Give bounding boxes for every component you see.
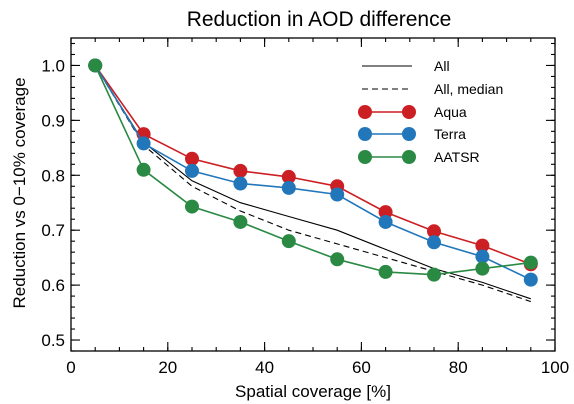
series-aatsr-point: [523, 255, 538, 270]
series-all-median-line: [94, 65, 531, 303]
series-aatsr-point: [233, 214, 248, 229]
series-terra-point: [475, 249, 490, 264]
x-tick-label: 80: [449, 358, 468, 377]
y-tick-label: 1.0: [41, 56, 65, 75]
series-terra-point: [330, 187, 345, 202]
series-aatsr-point: [475, 261, 490, 276]
legend-aqua-label: Aqua: [434, 104, 467, 120]
plot-frame: [70, 37, 556, 352]
series-aatsr-point: [136, 162, 151, 177]
series-all-line: [94, 65, 531, 300]
legend-aqua-marker: [402, 105, 416, 119]
series-terra-point: [185, 163, 199, 178]
series-aatsr-point: [330, 252, 345, 267]
series-aqua-point: [233, 163, 248, 178]
series-layer: [88, 58, 538, 303]
series-aatsr-point: [281, 234, 296, 249]
series-terra-point: [378, 214, 393, 229]
series-aqua-point: [427, 224, 441, 239]
legend: All All, median Aqua Terra AATSR: [358, 58, 503, 165]
legend-aatsr-marker: [358, 150, 372, 164]
x-tick-label: 0: [66, 358, 75, 377]
series-aatsr-point: [378, 264, 393, 279]
y-tick-label: 0.8: [41, 166, 65, 185]
x-axis-label: Spatial coverage [%]: [235, 382, 391, 401]
legend-terra-label: Terra: [434, 126, 466, 142]
series-aatsr-point: [88, 58, 103, 73]
legend-aatsr-label: AATSR: [434, 149, 480, 165]
legend-all-median-label: All, median: [434, 81, 503, 97]
series-aqua-line: [94, 65, 532, 265]
series-aatsr-point: [185, 199, 199, 214]
series-terra-point: [427, 235, 441, 250]
series-aqua-point: [281, 169, 296, 184]
series-terra-point: [233, 176, 248, 191]
axis-ticks: 0 20 40 60 80 100 0.5 0.6 0.7 0.8 0.9 1.0: [41, 38, 569, 377]
y-tick-label: 0.9: [41, 111, 65, 130]
series-terra-line: [94, 65, 532, 281]
series-aqua-point: [185, 151, 199, 166]
x-tick-label: 100: [541, 358, 569, 377]
series-terra-point: [281, 180, 296, 195]
series-aatsr-line: [94, 65, 531, 276]
series-aatsr-point: [427, 267, 441, 282]
legend-terra-marker: [402, 127, 416, 141]
y-tick-label: 0.6: [41, 276, 65, 295]
x-tick-label: 40: [255, 358, 274, 377]
x-tick-label: 20: [158, 358, 177, 377]
series-aqua-point: [475, 238, 490, 253]
legend-all-label: All: [434, 58, 450, 74]
legend-aatsr-marker: [402, 150, 416, 164]
chart-title: Reduction in AOD difference: [187, 8, 452, 31]
y-tick-label: 0.7: [41, 221, 65, 240]
legend-aqua-marker: [358, 105, 372, 119]
series-terra-point: [136, 136, 151, 151]
y-tick-label: 0.5: [41, 331, 65, 350]
x-tick-label: 60: [352, 358, 371, 377]
legend-terra-marker: [358, 127, 372, 141]
series-terra-point: [523, 272, 538, 287]
y-axis-label: Reduction vs 0−10% coverage: [10, 77, 29, 308]
series-aqua-point: [378, 205, 393, 220]
